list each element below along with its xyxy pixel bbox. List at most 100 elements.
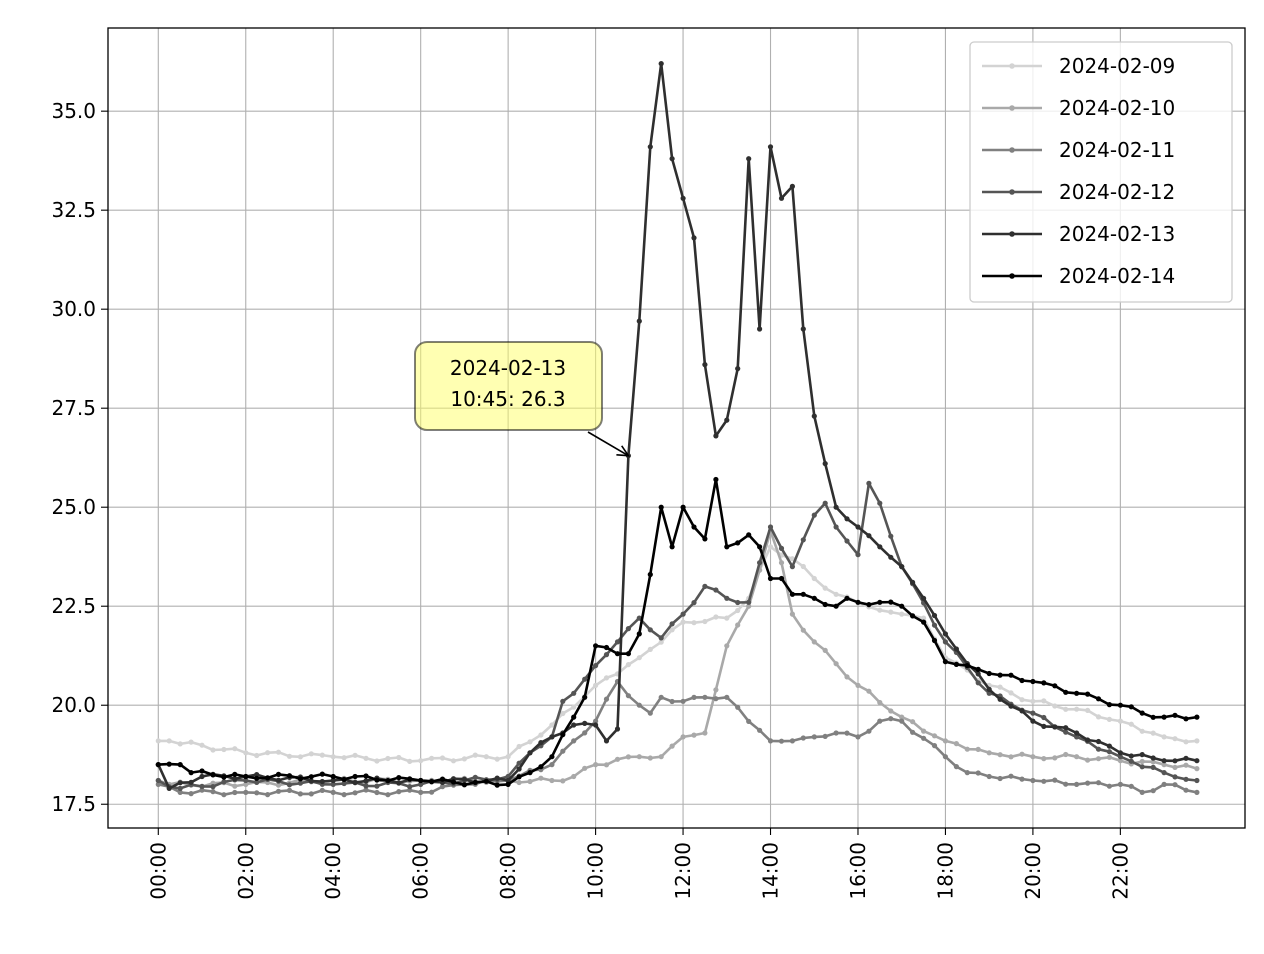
data-point	[800, 537, 806, 543]
data-point	[363, 783, 369, 789]
data-point	[330, 777, 336, 784]
data-point	[1085, 707, 1091, 714]
data-point	[724, 417, 730, 423]
data-point	[899, 718, 905, 724]
data-point	[429, 789, 435, 795]
data-point	[221, 779, 227, 785]
data-point	[374, 777, 380, 783]
data-point	[155, 738, 161, 744]
data-point	[418, 789, 424, 796]
legend-entry: 2024-02-10	[982, 96, 1175, 120]
data-point	[822, 585, 828, 591]
data-point	[833, 661, 839, 667]
data-point	[1085, 757, 1091, 763]
data-point	[363, 773, 369, 779]
data-point	[975, 770, 981, 776]
data-point	[691, 620, 697, 626]
data-point	[472, 774, 478, 780]
data-point	[505, 754, 511, 760]
data-point	[1041, 680, 1047, 686]
data-point	[647, 627, 653, 633]
data-point	[986, 670, 992, 677]
data-point	[811, 413, 817, 419]
data-point	[778, 575, 785, 582]
data-point	[877, 500, 883, 506]
legend-label: 2024-02-13	[1059, 222, 1175, 246]
data-point	[275, 777, 282, 783]
data-point	[221, 746, 227, 753]
data-point	[1183, 762, 1189, 768]
data-point	[330, 781, 336, 788]
data-point	[921, 615, 927, 621]
x-tick-label: 16:00	[846, 842, 870, 900]
data-point	[669, 156, 675, 162]
data-point	[680, 698, 686, 704]
x-tick-label: 10:00	[584, 842, 608, 900]
data-point	[232, 746, 238, 752]
data-point	[494, 782, 500, 788]
legend-label: 2024-02-09	[1059, 54, 1175, 78]
data-point	[844, 730, 850, 736]
data-point	[527, 770, 533, 776]
data-point	[254, 752, 260, 759]
data-point	[1172, 782, 1178, 788]
data-point	[702, 362, 708, 368]
data-point	[429, 779, 435, 785]
data-point	[1052, 703, 1058, 709]
data-point	[363, 787, 369, 793]
data-point	[1030, 777, 1036, 784]
data-point	[680, 195, 686, 201]
data-point	[636, 631, 642, 637]
data-point	[418, 777, 424, 784]
data-point	[374, 783, 380, 789]
data-point	[516, 743, 522, 750]
data-point	[1063, 781, 1069, 787]
data-point	[822, 733, 828, 740]
data-point	[330, 789, 336, 796]
data-point	[921, 595, 927, 601]
data-point	[516, 766, 522, 772]
data-point	[986, 773, 992, 780]
data-point	[265, 750, 271, 756]
data-point	[472, 779, 478, 785]
data-point	[494, 775, 500, 781]
data-point	[877, 599, 883, 605]
data-point	[888, 708, 894, 714]
x-tick-label: 02:00	[234, 842, 258, 900]
data-point	[571, 714, 577, 720]
data-point	[1117, 718, 1123, 724]
data-point	[1095, 746, 1102, 752]
data-point	[833, 591, 839, 597]
data-point	[1019, 708, 1025, 714]
annotation-box	[414, 341, 603, 431]
data-point	[1194, 758, 1200, 764]
data-point	[286, 753, 293, 759]
data-point	[822, 601, 828, 608]
legend-label: 2024-02-11	[1059, 138, 1175, 162]
data-point	[691, 235, 697, 241]
data-point	[735, 599, 741, 606]
data-point	[1183, 776, 1189, 782]
data-point	[789, 738, 796, 744]
data-point	[713, 587, 719, 593]
data-point	[1019, 751, 1025, 757]
data-point	[757, 560, 763, 566]
x-tick-label: 18:00	[933, 842, 957, 900]
data-point	[396, 789, 402, 795]
series-2024-02-14	[155, 476, 1200, 788]
data-point	[953, 764, 960, 770]
legend-entry: 2024-02-11	[982, 138, 1175, 162]
data-point	[800, 563, 806, 570]
data-point	[450, 779, 457, 785]
data-point	[833, 730, 839, 736]
data-point	[1194, 766, 1200, 772]
x-tick-label: 12:00	[671, 842, 695, 900]
data-point	[254, 790, 260, 796]
y-tick-label: 25.0	[51, 495, 96, 519]
data-point	[866, 602, 872, 608]
data-point	[254, 779, 260, 786]
data-point	[155, 762, 161, 768]
data-point	[647, 571, 653, 578]
data-point	[877, 718, 883, 724]
data-point	[385, 755, 391, 762]
